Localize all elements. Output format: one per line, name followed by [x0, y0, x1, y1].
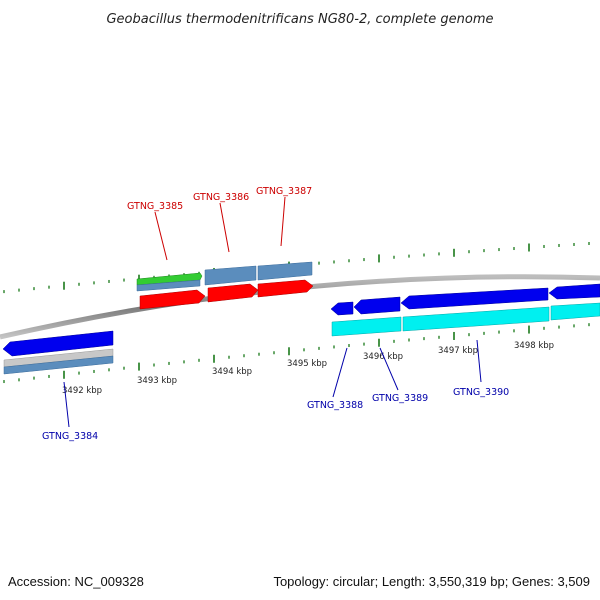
scale-label-3498: 3498 kbp: [514, 341, 554, 351]
gene-feature-3386-steel[interactable]: [204, 265, 257, 286]
gene-arrow-3386[interactable]: [207, 283, 259, 303]
gene-feature-3390-cyan[interactable]: [402, 306, 550, 332]
callout-line-3390: [476, 339, 482, 383]
gene-feature-3387-steel[interactable]: [257, 261, 313, 281]
forward-strand-genes: [136, 261, 314, 310]
gene-arrow-next[interactable]: [548, 283, 600, 300]
callout-line-3388: [332, 347, 348, 398]
forward-callouts: GTNG_3385 GTNG_3386 GTNG_3387: [127, 186, 312, 261]
gene-arrow-3390[interactable]: [400, 287, 549, 310]
gene-feature-3385-steel[interactable]: [136, 279, 201, 292]
gene-feature-3385-green[interactable]: [136, 272, 203, 286]
scale-label-3494: 3494 kbp: [212, 367, 252, 377]
callout-line-3386: [219, 202, 230, 253]
gene-label-3386[interactable]: GTNG_3386: [193, 192, 249, 203]
gene-label-3389[interactable]: GTNG_3389: [372, 393, 428, 404]
scale-label-3496: 3496 kbp: [363, 352, 403, 362]
gene-feature-3384-steel[interactable]: [3, 355, 114, 375]
lower-tick-row: [3, 323, 590, 384]
gene-label-3384[interactable]: GTNG_3384: [42, 431, 98, 442]
callout-line-3385: [154, 211, 168, 261]
gene-feature-next-cyan[interactable]: [550, 302, 600, 321]
gene-label-3388[interactable]: GTNG_3388: [307, 400, 363, 411]
scale-label-3495: 3495 kbp: [287, 359, 327, 369]
gene-label-3385[interactable]: GTNG_3385: [127, 201, 183, 212]
reverse-callouts: GTNG_3384 GTNG_3388 GTNG_3389 GTNG_3390: [42, 339, 509, 442]
gene-label-3390[interactable]: GTNG_3390: [453, 387, 509, 398]
gene-feature-3388-3389-cyan[interactable]: [331, 316, 402, 337]
gene-arrow-3384[interactable]: [2, 330, 114, 357]
gene-arrow-3387[interactable]: [257, 279, 314, 298]
accession-text: Accession: NC_009328: [8, 574, 144, 589]
genome-summary-text: Topology: circular; Length: 3,550,319 bp…: [273, 574, 590, 589]
gene-label-3387[interactable]: GTNG_3387: [256, 186, 312, 197]
scale-label-3497: 3497 kbp: [438, 346, 478, 356]
callout-line-3384: [63, 381, 70, 428]
map-title: Geobacillus thermodenitrificans NG80-2, …: [106, 12, 493, 27]
gene-arrow-3389[interactable]: [353, 296, 401, 315]
callout-line-3389: [379, 347, 399, 391]
callout-line-3387: [280, 196, 286, 247]
gene-arrow-3388[interactable]: [330, 301, 354, 316]
scale-label-3492: 3492 kbp: [62, 386, 102, 396]
reverse-strand-genes: [2, 283, 600, 375]
scale-label-3493: 3493 kbp: [137, 376, 177, 386]
gene-arrow-3385[interactable]: [139, 289, 206, 310]
